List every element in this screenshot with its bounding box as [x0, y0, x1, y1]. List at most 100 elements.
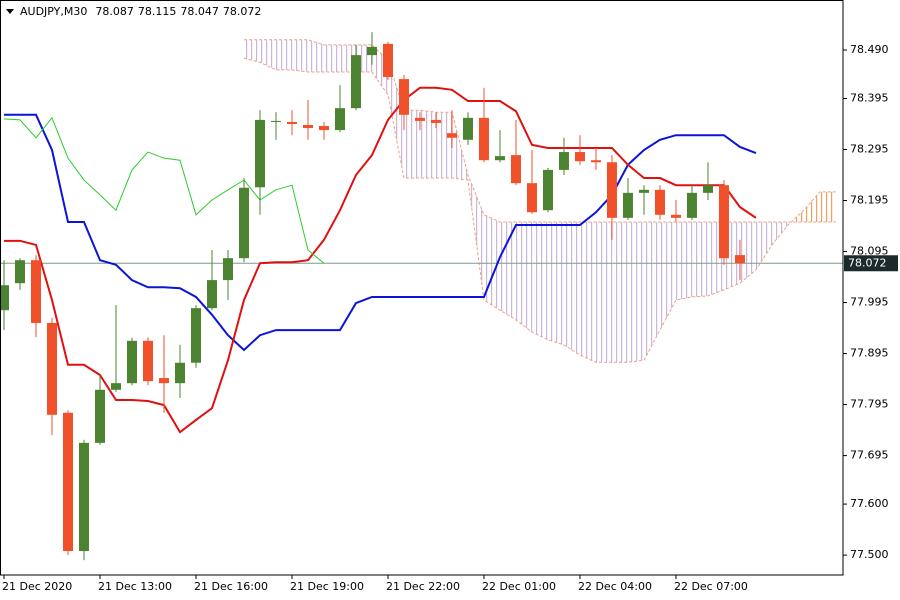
candle-body [142, 340, 153, 382]
candle-body [414, 117, 425, 121]
candle-body [366, 46, 377, 56]
cloud-segment [531, 221, 548, 340]
plot-area [0, 32, 843, 561]
cloud-span-a [243, 57, 836, 363]
candle-body [158, 378, 169, 384]
candle-body [462, 117, 473, 140]
candle-body [190, 308, 201, 363]
cloud-segment [451, 112, 468, 181]
x-tick-label: 21 Dec 2020 [2, 580, 72, 593]
symbol-title: AUDJPY,M30 [20, 5, 87, 18]
plot-frame [0, 0, 844, 576]
cloud-segment [691, 221, 708, 297]
cloud-segment [739, 221, 756, 284]
y-tick-label: 78.395 [850, 91, 889, 104]
candle-body [686, 192, 697, 218]
cloud-segment [307, 39, 324, 72]
candle-body [94, 389, 105, 443]
candle-body [574, 152, 585, 162]
candle-body [382, 43, 393, 78]
candle-body [542, 169, 553, 211]
cloud-segment [435, 112, 452, 179]
chart-header: AUDJPY,M30 78.087 78.115 78.047 78.072 [20, 5, 261, 18]
cloud-segment [627, 221, 644, 363]
y-tick-label: 77.500 [850, 548, 889, 561]
cloud-segment [563, 221, 580, 356]
candle-body [30, 260, 41, 323]
candle-body [398, 79, 409, 115]
cloud-segment [611, 221, 628, 363]
candle-body [638, 189, 649, 193]
cloud-segment [243, 39, 260, 63]
x-tick-label: 21 Dec 22:00 [386, 580, 460, 593]
indicator-line [3, 113, 757, 352]
candle-body [206, 280, 217, 309]
candle-body [702, 185, 713, 193]
candle-body [654, 189, 665, 215]
cloud-segment [595, 221, 612, 363]
cloud-segment [659, 221, 676, 331]
candle-body [670, 214, 681, 218]
x-tick-label: 21 Dec 13:00 [98, 580, 172, 593]
y-tick-label: 77.995 [850, 296, 889, 309]
candle-body [126, 340, 137, 384]
candle-body [238, 187, 249, 259]
candle-body [622, 192, 633, 218]
candle-body [430, 119, 441, 123]
candle-body [270, 120, 281, 122]
y-tick-label: 77.600 [850, 497, 889, 510]
candle-body [334, 108, 345, 131]
candle-body [446, 133, 457, 138]
candle-body [0, 285, 9, 311]
candle-body [318, 126, 329, 131]
candle-body [478, 117, 489, 161]
cloud-segment [259, 39, 276, 70]
candle-body [494, 156, 505, 161]
cloud-segment [291, 39, 308, 72]
candle-body [46, 322, 57, 415]
cloud-segment [643, 221, 660, 361]
candle-body [254, 119, 265, 188]
candle-body [14, 260, 25, 284]
cloud-segment [579, 221, 596, 363]
candle-body [606, 162, 617, 218]
header-open: 78.087 [95, 5, 134, 18]
candle-body [174, 362, 185, 384]
candle-body [718, 185, 729, 259]
cloud-segment [755, 221, 772, 270]
cloud-segment [275, 39, 292, 70]
cloud-segment [387, 60, 404, 179]
header-low: 78.047 [180, 5, 219, 18]
candle-body [286, 121, 297, 124]
candle-body [350, 55, 361, 109]
x-tick-label: 22 Dec 07:00 [674, 580, 748, 593]
cloud-segment [819, 191, 836, 222]
y-tick-label: 78.095 [850, 245, 889, 258]
cloud-segment [419, 110, 436, 179]
candle-body [78, 442, 89, 552]
candle-body [526, 183, 537, 213]
cloud-segment [403, 110, 420, 179]
cloud-segment [675, 221, 692, 300]
candle-body [62, 412, 73, 552]
cloud-segment [499, 221, 516, 320]
last-price-label: 78.072 [848, 256, 887, 269]
last-price-tag [844, 255, 898, 272]
header-high: 78.115 [138, 5, 177, 18]
symbol-menu-icon[interactable] [6, 9, 14, 14]
candle-body [590, 160, 601, 163]
y-tick-label: 77.695 [850, 449, 889, 462]
cloud-segment [803, 191, 820, 222]
candle-body [734, 255, 745, 264]
x-tick-label: 21 Dec 19:00 [290, 580, 364, 593]
candle-body [558, 152, 569, 170]
cloud-segment [547, 221, 564, 345]
y-tick-label: 77.895 [850, 347, 889, 360]
cloud-span-b [243, 39, 836, 223]
candle-body [222, 258, 233, 281]
x-tick-label: 21 Dec 16:00 [194, 580, 268, 593]
candle-body [302, 125, 313, 129]
candle-body [110, 383, 121, 390]
